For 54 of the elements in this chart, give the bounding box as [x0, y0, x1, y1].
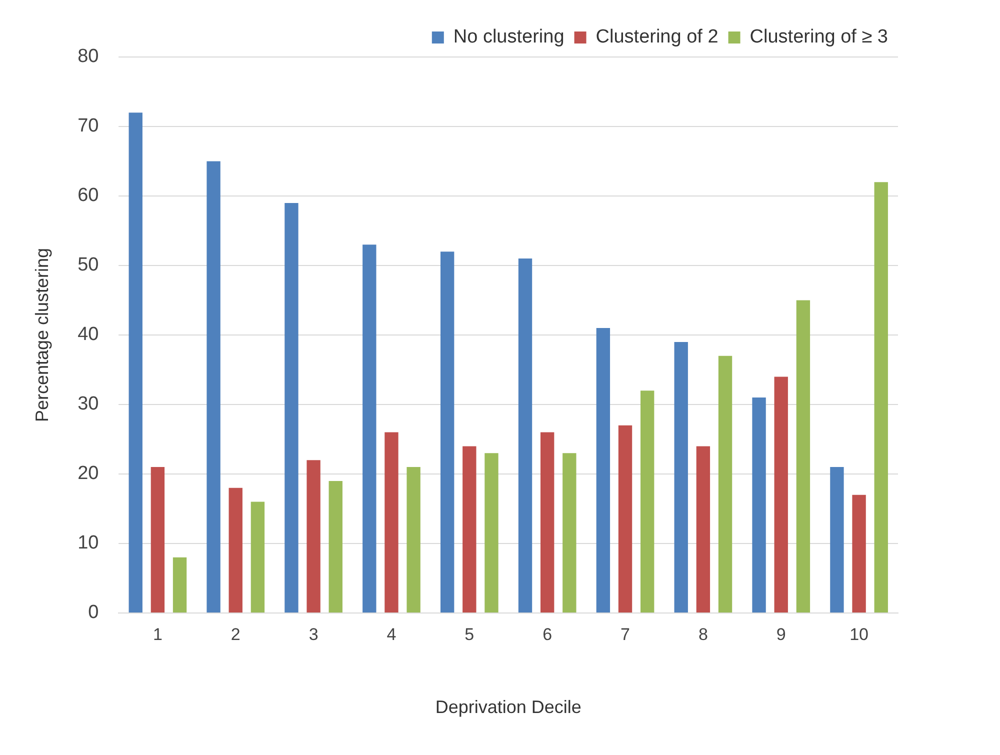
bar	[518, 258, 532, 612]
bar	[718, 356, 732, 612]
bar	[596, 328, 610, 612]
y-tick-label: 80	[78, 46, 99, 68]
bar	[462, 446, 476, 612]
bar	[796, 300, 810, 612]
x-tick-label: 6	[542, 624, 552, 644]
x-tick-label: 5	[464, 624, 474, 644]
bar	[172, 557, 187, 612]
bar	[774, 376, 788, 612]
bar	[540, 432, 554, 612]
bar	[306, 460, 320, 612]
bar	[852, 494, 866, 612]
bar	[484, 453, 498, 612]
x-tick-label: 7	[620, 624, 630, 644]
bar	[406, 467, 420, 612]
bar	[228, 488, 242, 612]
y-tick-label: 50	[78, 254, 99, 276]
x-tick-label: 9	[776, 624, 786, 644]
bar	[328, 480, 342, 612]
legend-label: Clustering of ≥ 3	[750, 26, 888, 48]
y-tick-label: 20	[78, 463, 99, 484]
bar	[150, 467, 165, 612]
bar	[440, 252, 454, 612]
bar	[562, 453, 576, 612]
bar	[250, 502, 265, 612]
y-tick-label: 10	[78, 532, 99, 554]
x-tick-label: 1	[152, 624, 162, 644]
bar	[752, 398, 766, 612]
bar	[874, 182, 888, 612]
x-tick-label: 10	[850, 624, 868, 644]
y-tick-label: 40	[78, 324, 99, 346]
legend-label: No clustering	[453, 26, 564, 48]
y-axis-title: Percentage clustering	[32, 248, 52, 422]
bar	[284, 202, 298, 612]
bar	[384, 432, 398, 612]
x-axis-title: Deprivation Decile	[435, 697, 582, 718]
x-tick-label: 4	[386, 624, 396, 644]
x-tick-label: 3	[308, 624, 318, 644]
bar	[618, 425, 632, 612]
bar	[640, 390, 654, 612]
y-tick-label: 70	[78, 116, 99, 137]
bar	[128, 112, 142, 612]
bar	[696, 446, 710, 612]
bar	[674, 342, 688, 612]
x-tick-label: 8	[698, 624, 708, 644]
legend-label: Clustering of 2	[596, 26, 718, 48]
y-tick-label: 60	[78, 185, 99, 206]
bar	[362, 244, 376, 612]
y-tick-label: 0	[88, 602, 99, 624]
x-tick-label: 2	[230, 624, 240, 644]
bar	[206, 161, 220, 612]
y-tick-label: 30	[78, 394, 99, 415]
bar	[830, 467, 844, 612]
